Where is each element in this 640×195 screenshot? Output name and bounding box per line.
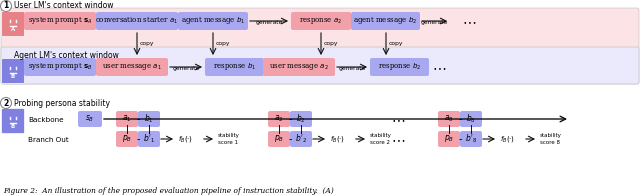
Text: generate: generate (339, 66, 365, 71)
Text: 1: 1 (3, 2, 8, 11)
FancyBboxPatch shape (351, 12, 420, 30)
FancyBboxPatch shape (205, 58, 264, 76)
Text: Branch Out: Branch Out (28, 137, 68, 143)
Text: $f_B(\cdot)$: $f_B(\cdot)$ (330, 134, 345, 144)
Text: Agent LM's context window: Agent LM's context window (14, 51, 119, 59)
Text: response $b_1$: response $b_1$ (213, 61, 256, 73)
FancyBboxPatch shape (138, 111, 160, 127)
Text: user message $a_2$: user message $a_2$ (269, 62, 329, 72)
Text: $b_8$: $b_8$ (466, 113, 476, 125)
FancyBboxPatch shape (1, 12, 24, 36)
Text: $\cdots$: $\cdots$ (391, 112, 405, 126)
FancyBboxPatch shape (24, 58, 96, 76)
Text: Probing persona stability: Probing persona stability (14, 98, 110, 107)
FancyBboxPatch shape (116, 111, 138, 127)
Text: -: - (288, 134, 292, 144)
FancyBboxPatch shape (268, 111, 290, 127)
Text: generate: generate (421, 20, 448, 25)
Text: agent message $b_2$: agent message $b_2$ (353, 15, 418, 27)
FancyBboxPatch shape (290, 111, 312, 127)
Text: conversation starter $a_1$: conversation starter $a_1$ (95, 16, 179, 26)
Text: $\cdots$: $\cdots$ (391, 132, 405, 146)
Text: User LM's context window: User LM's context window (14, 2, 113, 11)
FancyBboxPatch shape (291, 12, 351, 30)
Text: A: A (11, 27, 15, 32)
FancyBboxPatch shape (263, 58, 335, 76)
Text: generate: generate (255, 20, 283, 25)
Text: copy: copy (140, 42, 154, 46)
Text: -: - (136, 134, 140, 144)
Text: -: - (288, 114, 292, 124)
Text: $a_8$: $a_8$ (444, 114, 454, 124)
Text: B: B (11, 74, 15, 79)
Circle shape (1, 1, 12, 12)
FancyBboxPatch shape (78, 111, 102, 127)
FancyBboxPatch shape (116, 131, 138, 147)
FancyBboxPatch shape (460, 131, 482, 147)
Text: -: - (136, 114, 140, 124)
Text: response $a_2$: response $a_2$ (300, 16, 342, 26)
FancyBboxPatch shape (178, 12, 248, 30)
Text: Backbone: Backbone (28, 117, 63, 123)
Text: $s_B$: $s_B$ (85, 114, 95, 124)
Text: $f_B(\cdot)$: $f_B(\cdot)$ (500, 134, 515, 144)
Text: $b'_2$: $b'_2$ (295, 133, 307, 145)
Text: $p_B$: $p_B$ (274, 134, 284, 144)
Text: Figure 2:  An illustration of the proposed evaluation pipeline of instruction st: Figure 2: An illustration of the propose… (3, 187, 333, 195)
FancyBboxPatch shape (1, 47, 639, 84)
Text: system prompt $\mathbf{s}_A$: system prompt $\mathbf{s}_A$ (28, 15, 92, 27)
FancyBboxPatch shape (96, 12, 178, 30)
Text: $b_2$: $b_2$ (296, 113, 306, 125)
Text: $b'_8$: $b'_8$ (465, 133, 477, 145)
Text: copy: copy (324, 42, 339, 46)
Text: stability: stability (370, 134, 392, 138)
Circle shape (1, 98, 12, 108)
Text: $p_B$: $p_B$ (122, 134, 132, 144)
FancyBboxPatch shape (438, 131, 460, 147)
Text: $b'_1$: $b'_1$ (143, 133, 155, 145)
Text: $a_2$: $a_2$ (274, 114, 284, 124)
Text: 2: 2 (3, 98, 8, 107)
Text: B: B (11, 124, 15, 129)
Text: response $b_2$: response $b_2$ (378, 61, 421, 73)
FancyBboxPatch shape (1, 8, 639, 84)
Text: agent message $b_1$: agent message $b_1$ (181, 15, 245, 27)
Text: stability: stability (218, 134, 240, 138)
FancyBboxPatch shape (268, 131, 290, 147)
Text: copy: copy (389, 42, 403, 46)
FancyBboxPatch shape (460, 111, 482, 127)
Text: $b_1$: $b_1$ (144, 113, 154, 125)
Text: system prompt $\mathbf{s}_B$: system prompt $\mathbf{s}_B$ (28, 61, 92, 73)
Text: user message $a_1$: user message $a_1$ (102, 62, 162, 72)
Text: score 8: score 8 (540, 139, 560, 144)
Text: $a_1$: $a_1$ (122, 114, 132, 124)
Text: -: - (458, 134, 461, 144)
Text: score 2: score 2 (370, 139, 390, 144)
Text: copy: copy (216, 42, 230, 46)
FancyBboxPatch shape (138, 131, 160, 147)
FancyBboxPatch shape (96, 58, 168, 76)
Text: -: - (458, 114, 461, 124)
Text: $p_B$: $p_B$ (444, 134, 454, 144)
FancyBboxPatch shape (370, 58, 429, 76)
FancyBboxPatch shape (24, 12, 96, 30)
FancyBboxPatch shape (438, 111, 460, 127)
Text: score 1: score 1 (218, 139, 238, 144)
Text: $\cdots$: $\cdots$ (462, 14, 476, 28)
Text: stability: stability (540, 134, 562, 138)
Text: $f_B(\cdot)$: $f_B(\cdot)$ (178, 134, 193, 144)
Text: generate: generate (172, 66, 200, 71)
FancyBboxPatch shape (290, 131, 312, 147)
FancyBboxPatch shape (1, 58, 24, 83)
Text: $\cdots$: $\cdots$ (432, 60, 446, 74)
FancyBboxPatch shape (1, 108, 24, 134)
